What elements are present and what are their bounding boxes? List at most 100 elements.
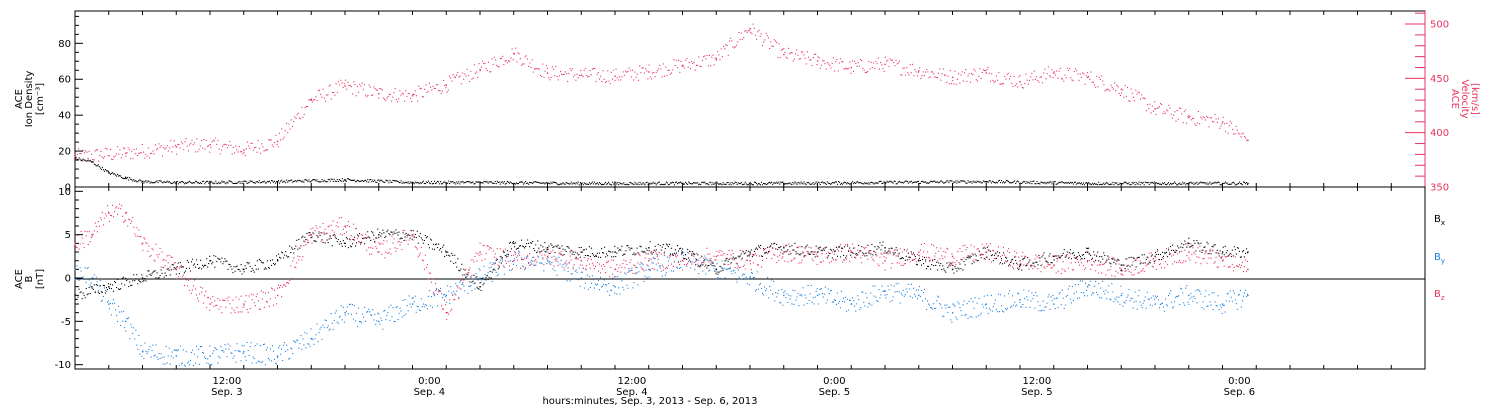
data-point [231, 352, 233, 354]
data-point [204, 264, 206, 266]
data-point [628, 67, 630, 69]
data-point [154, 270, 156, 272]
data-point [1219, 184, 1221, 186]
data-point [953, 272, 955, 274]
data-point [659, 64, 661, 66]
data-point [825, 302, 827, 304]
data-point [553, 255, 555, 257]
data-point [102, 284, 104, 286]
data-point [1088, 284, 1090, 286]
data-point [85, 150, 87, 152]
data-point [539, 251, 541, 253]
data-point [408, 234, 410, 237]
data-point [521, 181, 523, 183]
data-point [1084, 251, 1087, 253]
data-point [273, 289, 276, 291]
data-point [1183, 302, 1185, 304]
data-point [378, 251, 380, 253]
data-point [445, 296, 447, 298]
data-point [839, 58, 842, 60]
data-point [117, 278, 119, 280]
data-point [1059, 256, 1061, 259]
data-point [1020, 84, 1022, 86]
data-point [325, 320, 327, 322]
data-point [385, 179, 387, 181]
data-point [779, 301, 781, 303]
data-point [965, 69, 967, 71]
data-point [1225, 252, 1227, 254]
data-point [978, 75, 980, 77]
data-point [677, 250, 680, 252]
data-point [835, 303, 837, 305]
data-point [749, 27, 751, 30]
data-point [1058, 181, 1060, 183]
data-point [747, 278, 749, 280]
data-point [828, 63, 830, 65]
data-point [273, 358, 276, 360]
data-point [349, 239, 351, 241]
data-point [189, 144, 191, 146]
data-point [185, 279, 187, 281]
data-point [1054, 74, 1057, 76]
data-point [1197, 183, 1199, 185]
data-point [632, 287, 634, 289]
data-point [145, 241, 147, 244]
data-point [380, 179, 382, 181]
data-point [1104, 184, 1106, 186]
data-point [828, 293, 830, 295]
data-point [197, 182, 199, 184]
data-point [551, 261, 553, 264]
data-point [1019, 260, 1021, 262]
data-point [1050, 296, 1052, 298]
data-point [821, 64, 823, 66]
data-point [97, 290, 99, 292]
data-point [119, 203, 121, 205]
data-point [400, 94, 402, 96]
data-point [250, 293, 252, 295]
data-point [681, 260, 684, 262]
data-point [621, 280, 623, 282]
data-point [329, 180, 331, 182]
data-point [317, 180, 319, 183]
data-point [1243, 135, 1246, 138]
data-point [434, 289, 437, 292]
data-point [534, 68, 536, 70]
data-point [560, 253, 562, 255]
data-point [599, 256, 602, 259]
data-point [316, 179, 318, 181]
data-point [458, 181, 460, 183]
data-point [509, 260, 511, 262]
data-point [1142, 302, 1144, 304]
data-point [1148, 261, 1150, 263]
data-point [785, 56, 787, 58]
data-point [1053, 255, 1055, 258]
data-point [274, 297, 277, 299]
data-point [853, 247, 855, 249]
data-point [280, 257, 282, 259]
data-point [205, 357, 207, 360]
data-point [771, 243, 773, 245]
data-point [268, 305, 270, 307]
data-point [1140, 304, 1142, 306]
data-point [356, 85, 358, 87]
data-point [806, 182, 808, 184]
data-point [1236, 183, 1238, 185]
data-point [576, 183, 578, 185]
data-point [676, 183, 679, 185]
data-point [613, 69, 615, 71]
data-point [503, 273, 505, 275]
data-point [284, 284, 286, 286]
data-point [383, 181, 385, 183]
data-point [870, 253, 872, 255]
data-point [212, 295, 214, 297]
data-point [825, 68, 827, 70]
data-point [485, 68, 487, 70]
data-point [119, 175, 121, 177]
data-point [983, 295, 985, 297]
data-point [224, 143, 226, 145]
data-point [708, 184, 710, 186]
data-point [471, 182, 473, 184]
data-point [1130, 297, 1132, 299]
data-point [238, 146, 240, 148]
data-point [102, 157, 104, 159]
